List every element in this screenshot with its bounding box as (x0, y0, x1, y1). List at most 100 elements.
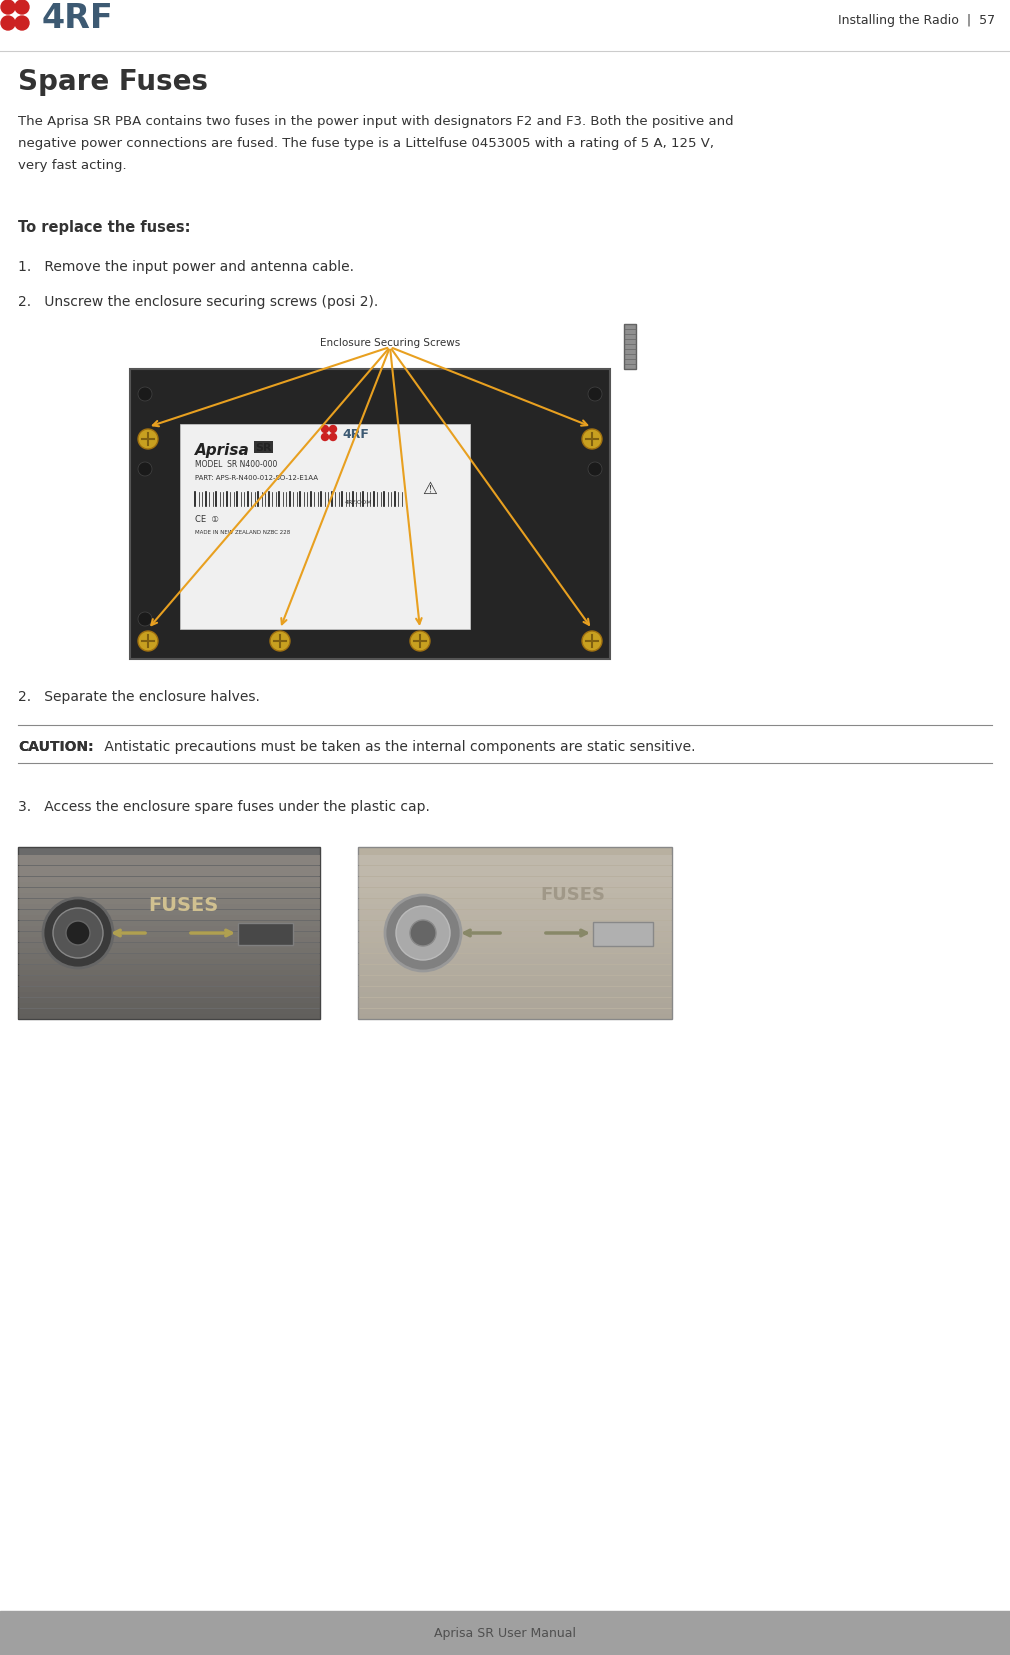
Bar (358, 976, 672, 981)
Bar (18, 965, 320, 970)
Bar (130, 369, 610, 660)
Text: 4RF: 4RF (342, 429, 369, 442)
Circle shape (588, 387, 602, 402)
Bar (18, 953, 320, 958)
Bar (358, 927, 672, 932)
Bar (18, 1003, 320, 1008)
Bar (18, 866, 320, 871)
Circle shape (329, 434, 336, 442)
Bar (358, 904, 672, 910)
Bar (593, 922, 653, 947)
Text: 2.   Separate the enclosure halves.: 2. Separate the enclosure halves. (18, 690, 260, 703)
Text: 3.   Access the enclosure spare fuses under the plastic cap.: 3. Access the enclosure spare fuses unde… (18, 799, 430, 814)
Circle shape (66, 922, 90, 945)
Bar (18, 894, 320, 899)
Text: 1.   Remove the input power and antenna cable.: 1. Remove the input power and antenna ca… (18, 260, 353, 273)
Text: MODEL  SR N400-000: MODEL SR N400-000 (195, 460, 278, 468)
Text: CE  ①: CE ① (195, 515, 219, 523)
Text: 4RF: 4RF (42, 2, 114, 35)
Bar (358, 1015, 672, 1019)
Circle shape (138, 430, 158, 450)
Text: MADE IN NEW ZEALAND NZBC 228: MADE IN NEW ZEALAND NZBC 228 (195, 530, 290, 535)
Text: Enclosure Securing Screws: Enclosure Securing Screws (320, 338, 461, 348)
Bar (18, 993, 320, 998)
Bar (358, 872, 672, 877)
Circle shape (138, 387, 152, 402)
Text: 4RF.COM: 4RF.COM (345, 500, 373, 505)
Bar (18, 904, 320, 910)
Bar (18, 943, 320, 948)
Bar (18, 861, 320, 866)
Text: Antistatic precautions must be taken as the internal components are static sensi: Antistatic precautions must be taken as … (100, 740, 696, 753)
Circle shape (138, 632, 158, 652)
Bar (18, 986, 320, 991)
Text: CAUTION:: CAUTION: (18, 740, 94, 753)
Bar (18, 847, 320, 1019)
Bar (358, 943, 672, 948)
Text: FUSES: FUSES (147, 895, 218, 915)
Bar (358, 1010, 672, 1015)
Bar (358, 866, 672, 871)
Bar (18, 937, 320, 942)
Bar (358, 877, 672, 882)
Text: PART: APS-R-N400-012-SO-12-E1AA: PART: APS-R-N400-012-SO-12-E1AA (195, 475, 318, 480)
Bar (18, 910, 320, 915)
Bar (358, 932, 672, 937)
Bar (358, 915, 672, 920)
Circle shape (321, 427, 328, 434)
Bar (358, 970, 672, 975)
Bar (18, 889, 320, 894)
Text: Aprisa SR User Manual: Aprisa SR User Manual (434, 1627, 576, 1640)
Bar (238, 923, 293, 945)
Circle shape (329, 427, 336, 434)
Bar (358, 953, 672, 958)
Bar (18, 877, 320, 882)
Circle shape (410, 632, 430, 652)
Bar (358, 920, 672, 925)
Bar (18, 1010, 320, 1015)
Text: Spare Fuses: Spare Fuses (18, 68, 208, 96)
Circle shape (1, 2, 15, 15)
Circle shape (385, 895, 461, 971)
Text: ⚠: ⚠ (422, 480, 437, 498)
Text: CAUTION:: CAUTION: (18, 740, 94, 753)
Bar (18, 927, 320, 932)
Circle shape (321, 434, 328, 442)
Bar (358, 861, 672, 866)
Bar (358, 882, 672, 887)
Bar (358, 998, 672, 1003)
Bar (0, 1610, 1010, 1655)
Bar (358, 960, 672, 965)
Bar (18, 920, 320, 925)
Bar (358, 847, 672, 1019)
Bar (358, 937, 672, 942)
Bar (358, 993, 672, 998)
Bar (18, 948, 320, 953)
Bar (18, 976, 320, 981)
Bar (358, 965, 672, 970)
Bar (18, 882, 320, 887)
Bar (358, 981, 672, 986)
Circle shape (582, 430, 602, 450)
Text: FUSES: FUSES (540, 885, 606, 904)
Bar (18, 872, 320, 877)
Text: 2.   Unscrew the enclosure securing screws (posi 2).: 2. Unscrew the enclosure securing screws… (18, 295, 379, 309)
Circle shape (582, 632, 602, 652)
Circle shape (410, 920, 436, 947)
Text: Installing the Radio  |  57: Installing the Radio | 57 (838, 13, 995, 26)
Bar (18, 970, 320, 975)
Bar (18, 932, 320, 937)
Circle shape (15, 2, 29, 15)
Bar (358, 899, 672, 904)
Bar (18, 856, 320, 861)
Circle shape (138, 612, 152, 627)
Circle shape (1, 17, 15, 31)
Bar (18, 960, 320, 965)
Bar (18, 981, 320, 986)
Bar (358, 889, 672, 894)
Circle shape (588, 463, 602, 477)
Circle shape (396, 907, 450, 960)
Text: SR: SR (255, 444, 272, 453)
Text: Aprisa: Aprisa (195, 444, 249, 458)
Bar (18, 915, 320, 920)
